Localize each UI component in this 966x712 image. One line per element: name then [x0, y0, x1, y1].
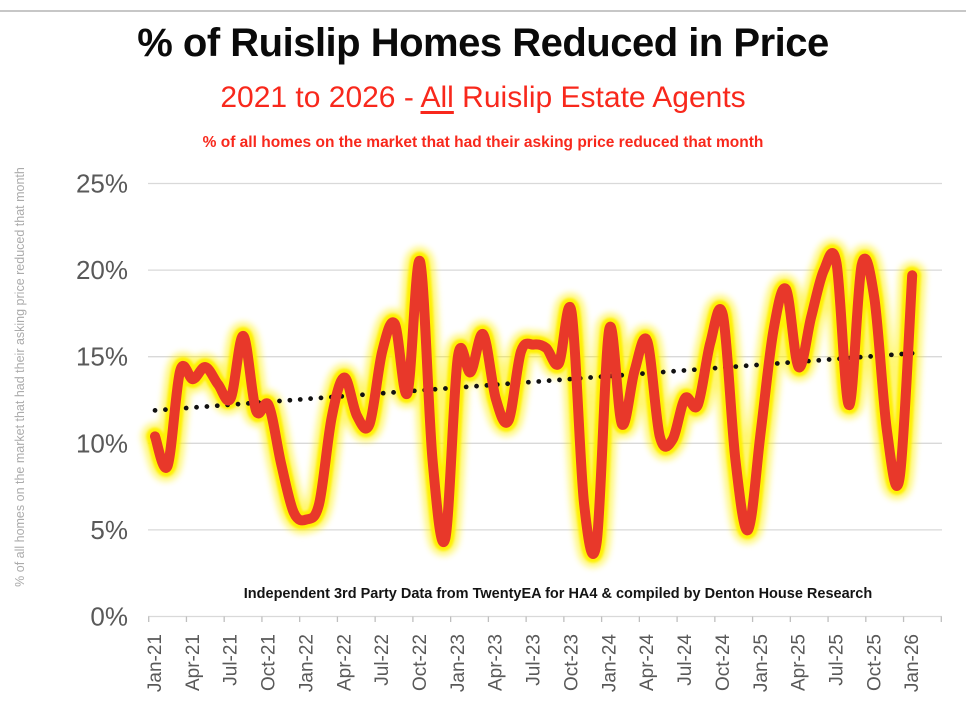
subtitle-underlined-word: All [420, 81, 454, 114]
y-tick-label: 5% [90, 515, 128, 545]
x-tick-label: Apr-24 [637, 634, 658, 691]
top-divider [0, 10, 966, 12]
x-tick-label: Oct-23 [561, 634, 582, 691]
x-tick-label: Oct-24 [713, 634, 734, 691]
x-tick-label: Jul-22 [372, 634, 393, 686]
chart-tagline: % of all homes on the market that had th… [202, 134, 764, 151]
x-tick-label: Jan-24 [599, 634, 620, 693]
price-reduction-line [150, 248, 918, 559]
page-title: % of Ruislip Homes Reduced in Price [137, 21, 829, 65]
x-tick-label: Oct-21 [259, 634, 280, 691]
x-tick-label: Jan-23 [448, 634, 469, 692]
x-tick-label: Jan-25 [751, 634, 772, 692]
x-tick-label: Jul-21 [221, 634, 242, 686]
subtitle-suffix: Ruislip Estate Agents [453, 81, 746, 114]
x-tick-label: Jul-25 [826, 634, 847, 686]
trend-line [152, 350, 915, 413]
x-tick-label: Apr-21 [183, 634, 204, 691]
y-tick-label: 25% [76, 169, 128, 199]
x-tick-label: Jan-22 [296, 634, 317, 692]
y-tick-label: 20% [76, 255, 128, 285]
x-tick-label: Apr-23 [486, 634, 507, 691]
chart-subtitle: 2021 to 2026 - All Ruislip Estate Agents [0, 81, 966, 115]
y-tick-label: 15% [76, 342, 128, 372]
x-tick-label: Oct-25 [864, 634, 885, 691]
x-tick-label: Jul-23 [524, 634, 545, 686]
y-tick-label: 10% [76, 428, 128, 458]
x-tick-label: Jan-21 [145, 634, 166, 692]
x-tick-label: Jan-26 [902, 634, 923, 692]
source-note: Independent 3rd Party Data from TwentyEA… [244, 586, 872, 602]
x-tick-label: Jul-24 [675, 634, 696, 686]
x-tick-label: Oct-22 [410, 634, 431, 691]
x-tick-label: Apr-22 [334, 634, 355, 691]
y-tick-label: 0% [90, 602, 128, 632]
subtitle-prefix: 2021 to 2026 - [220, 81, 421, 114]
x-tick-label: Apr-25 [789, 634, 810, 691]
